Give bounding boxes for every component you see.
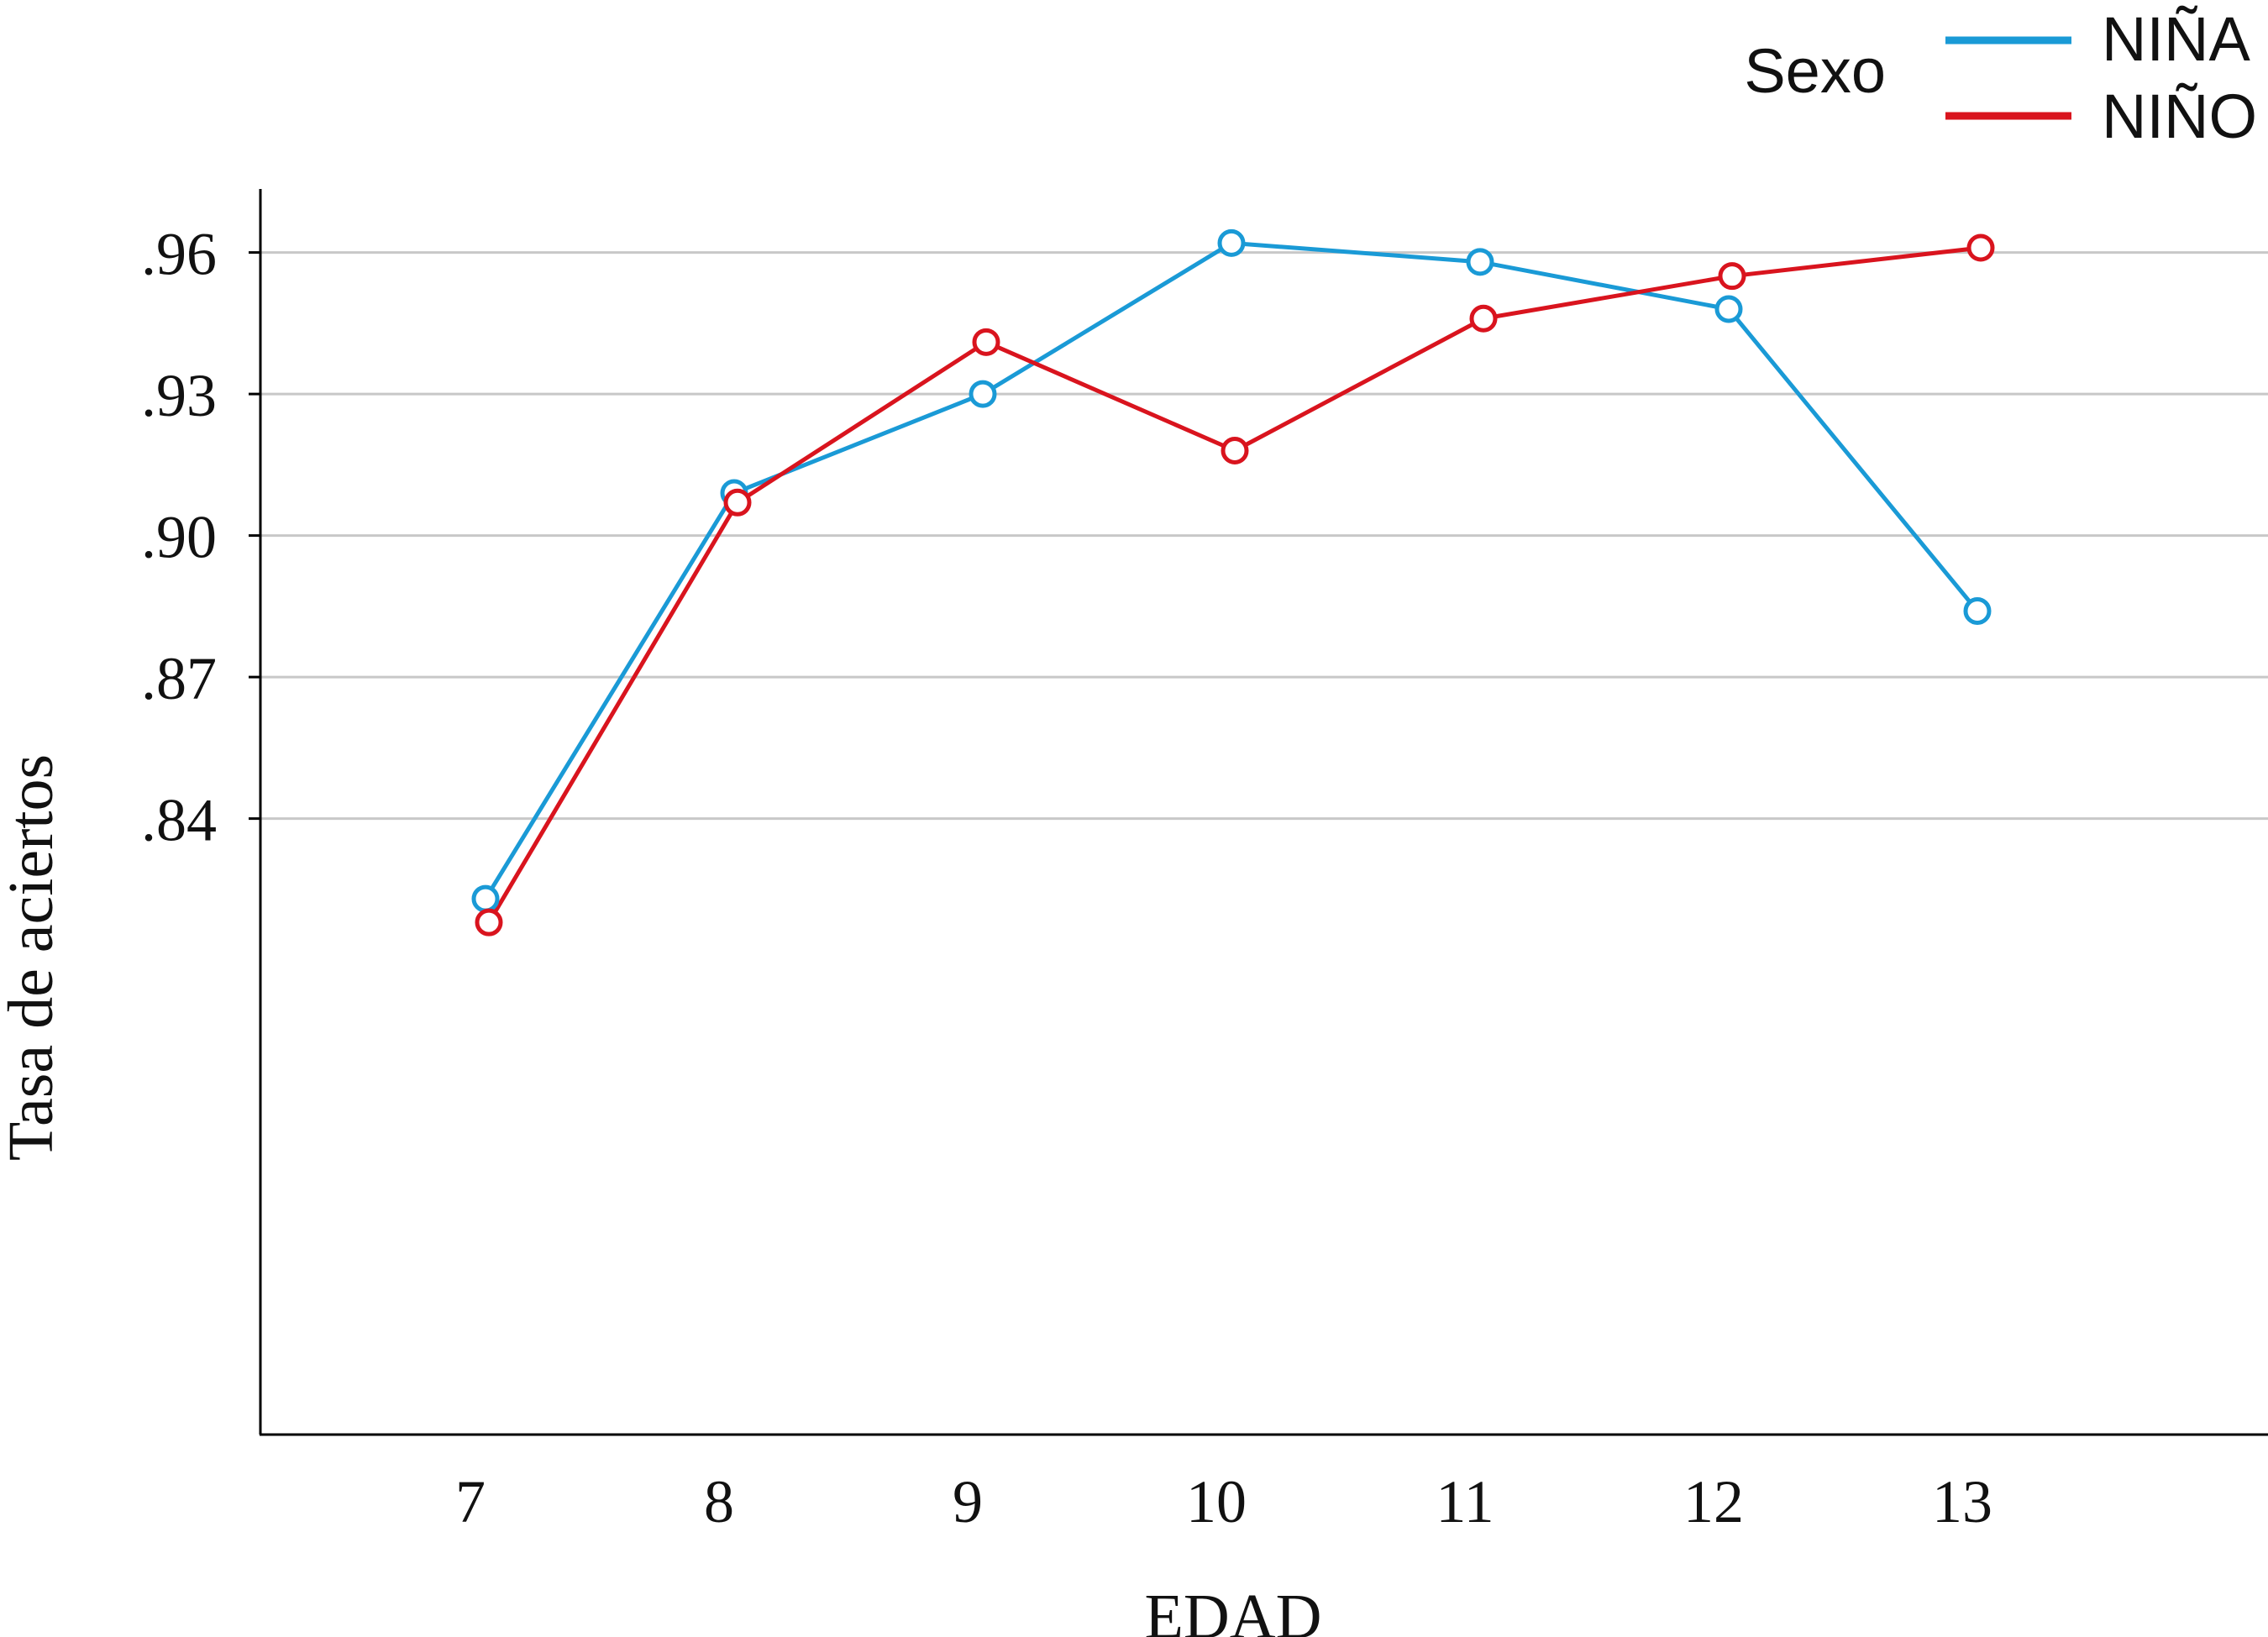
data-point	[972, 328, 1000, 356]
y-tick-label: .90	[141, 504, 217, 571]
x-tick-label: 8	[704, 1468, 734, 1535]
data-point	[1966, 233, 1995, 262]
data-point	[1714, 295, 1743, 323]
y-axis-title: Tasa de aciertos	[0, 754, 66, 1161]
y-tick-label: .93	[141, 362, 217, 429]
x-tick-label: 9	[953, 1468, 983, 1535]
data-point	[475, 908, 503, 937]
data-point	[723, 488, 752, 517]
x-tick-label: 13	[1932, 1468, 1992, 1535]
series-line-nina	[483, 240, 1979, 900]
gridlines	[249, 251, 2268, 821]
data-point	[471, 884, 500, 913]
y-tick-label: .84	[141, 787, 217, 854]
data-point	[1718, 262, 1746, 291]
data-point	[1466, 248, 1494, 276]
series-lines	[483, 240, 1982, 924]
x-tick-label: 11	[1436, 1468, 1494, 1535]
x-tick-labels: 7 8 9 10 11 12 13	[455, 1468, 1992, 1535]
x-tick-label: 7	[455, 1468, 486, 1535]
x-axis-title: EDAD	[1144, 1582, 1321, 1637]
legend-label-nino: NIÑO	[2102, 81, 2257, 151]
data-point	[1469, 304, 1498, 333]
x-tick-label: 10	[1186, 1468, 1247, 1535]
legend-title: Sexo	[1744, 36, 1886, 106]
legend: Sexo NIÑA NIÑO	[1744, 4, 2257, 151]
data-point	[969, 380, 997, 408]
legend-label-nina: NIÑA	[2102, 4, 2250, 74]
data-point	[1221, 437, 1249, 465]
data-point	[1963, 596, 1992, 625]
y-tick-label: .96	[141, 221, 217, 288]
y-tick-labels: .84 .87 .90 .93 .96	[141, 221, 217, 854]
series-line-nino	[486, 245, 1982, 924]
y-tick-label: .87	[141, 645, 217, 712]
series-markers	[471, 228, 1995, 937]
data-point	[1217, 228, 1246, 257]
x-tick-label: 12	[1683, 1468, 1744, 1535]
